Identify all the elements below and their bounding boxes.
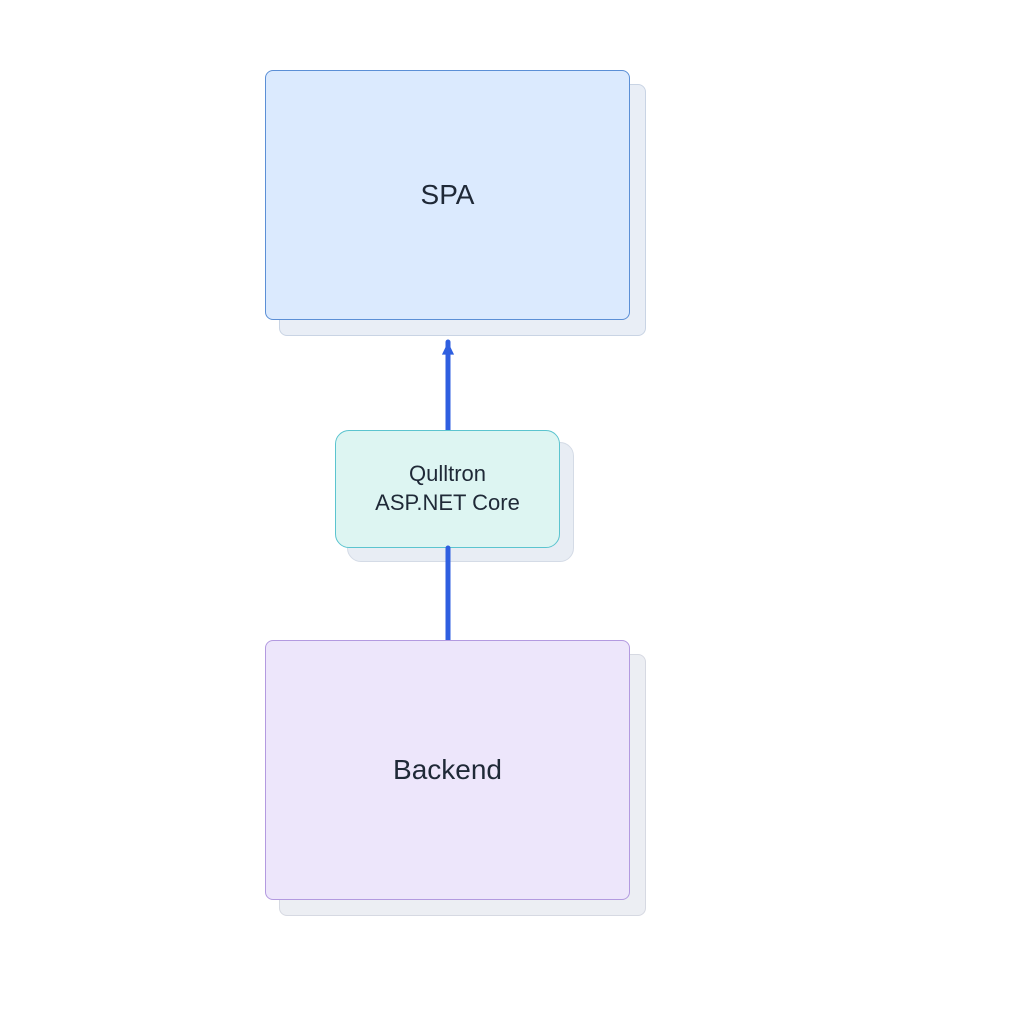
middleware-label-line2: ASP.NET Core	[375, 489, 520, 518]
diagram-canvas: SPA Qulltron ASP.NET Core Backend	[0, 0, 1024, 1024]
spa-label: SPA	[421, 177, 475, 213]
spa-node: SPA	[265, 70, 630, 320]
backend-node: Backend	[265, 640, 630, 900]
backend-label: Backend	[393, 752, 502, 788]
middleware-label-line1: Qulltron	[409, 460, 486, 489]
